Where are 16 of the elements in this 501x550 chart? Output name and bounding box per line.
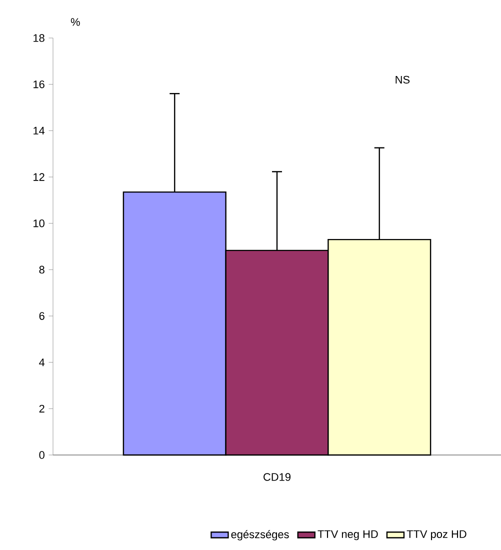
y-tick-label: 16 (34, 80, 44, 88)
x-tick-label: CD19 (264, 473, 290, 481)
annotation: NS (396, 76, 410, 84)
y-axis-title: % (70, 18, 80, 26)
y-tick-label: 18 (34, 34, 44, 42)
y-tick-label: 6 (39, 312, 44, 320)
y-tick-label: 4 (39, 358, 45, 366)
y-tick-label: 12 (34, 173, 44, 181)
legend-label: TTV poz HD (406, 530, 466, 540)
y-tick-label: 0 (39, 451, 44, 459)
legend-label: TTV neg HD (318, 530, 378, 540)
y-tick-label: 10 (34, 219, 44, 228)
y-tick-label: 2 (39, 404, 44, 412)
y-tick-label: 14 (34, 126, 45, 134)
y-tick-label: 8 (39, 266, 44, 274)
legend-label: egészséges (231, 530, 289, 540)
